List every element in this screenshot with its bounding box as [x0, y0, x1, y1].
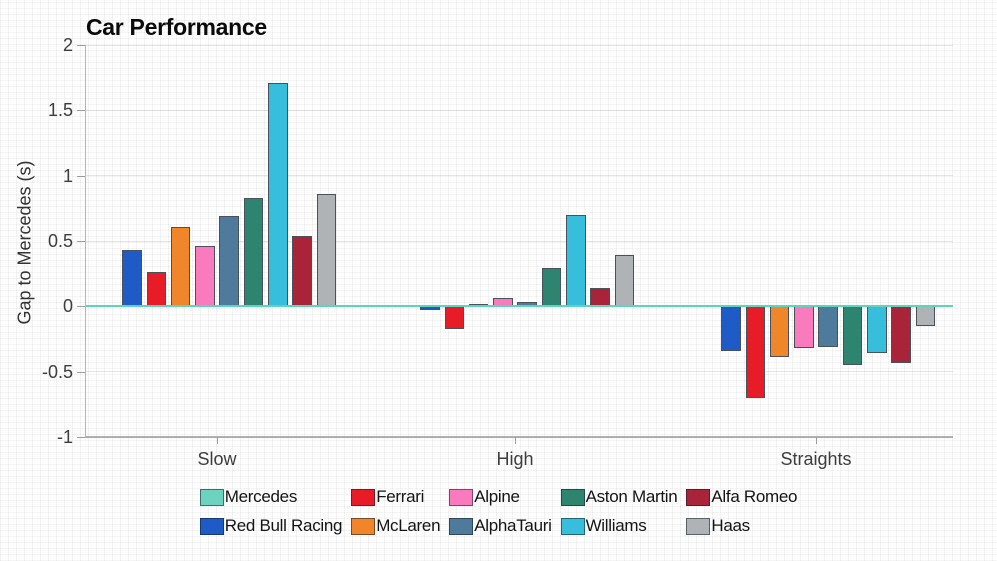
- legend-item-alpine[interactable]: Alpine: [449, 487, 551, 507]
- bar-alphatauri-slow[interactable]: [219, 216, 239, 307]
- bar-mclaren-slow[interactable]: [170, 226, 191, 307]
- bar-haas-slow[interactable]: [316, 193, 337, 307]
- bar-haas-high[interactable]: [614, 255, 635, 307]
- x-tick-mark-slow: [217, 437, 218, 444]
- gridline-y--1: [86, 436, 953, 438]
- y-tick-label-1.5: 1.5: [47, 100, 73, 121]
- legend-item-williams[interactable]: Williams: [560, 516, 678, 536]
- bar-williams-slow[interactable]: [268, 82, 288, 307]
- legend-item-alfa-romeo[interactable]: Alfa Romeo: [686, 487, 798, 507]
- y-tick-label-0: 0: [62, 296, 73, 317]
- bar-alpine-slow[interactable]: [195, 246, 215, 307]
- y-tick-mark-1: [77, 175, 85, 177]
- bar-aston-martin-high[interactable]: [541, 268, 562, 307]
- bar-ferrari-straights[interactable]: [745, 306, 765, 398]
- zero-baseline-mercedes: [86, 305, 953, 308]
- gridline-y-2: [86, 44, 953, 46]
- legend-label-williams: Williams: [585, 516, 647, 535]
- y-tick-mark-0: [77, 306, 85, 308]
- legend-label-mercedes: Mercedes: [224, 487, 298, 506]
- x-tick-label-high: High: [496, 449, 534, 469]
- legend-item-haas[interactable]: Haas: [686, 516, 797, 536]
- y-tick-label--0.5: -0.5: [41, 361, 73, 382]
- legend-swatch-mercedes: [199, 488, 224, 506]
- gridline-y-0.5: [86, 240, 953, 242]
- legend-label-alfa-romeo: Alfa Romeo: [711, 487, 798, 506]
- legend-swatch-alfa-romeo: [686, 488, 711, 506]
- legend-label-haas: Haas: [711, 516, 750, 535]
- legend-swatch-williams: [560, 517, 585, 535]
- bar-aston-martin-straights[interactable]: [842, 306, 863, 366]
- legend-swatch-haas: [686, 517, 711, 535]
- bar-red-bull-racing-straights[interactable]: [721, 306, 741, 351]
- y-tick-mark-0.5: [77, 241, 85, 242]
- x-tick-label-slow: Slow: [197, 449, 237, 469]
- y-tick-mark-2: [77, 45, 85, 46]
- plot-area: [85, 44, 953, 438]
- bar-ferrari-high[interactable]: [444, 306, 464, 329]
- gridline-y-1: [86, 175, 953, 177]
- bar-williams-straights[interactable]: [867, 306, 887, 354]
- x-axis-line: [85, 436, 953, 438]
- legend-grid: Mercedes Red Bull Racing Ferrari McLaren Alp…: [199, 487, 798, 536]
- y-tick-label-0.5: 0.5: [47, 231, 73, 251]
- x-tick-mark-straights: [816, 437, 817, 444]
- legend-swatch-mclaren: [351, 517, 376, 535]
- x-tick-label-straights: Straights: [780, 449, 852, 469]
- legend-label-red-bull-racing: Red Bull Racing: [224, 516, 343, 535]
- chart-title: Car Performance: [86, 14, 267, 40]
- legend-swatch-aston-martin: [560, 488, 585, 506]
- bar-aston-martin-slow[interactable]: [243, 197, 264, 307]
- legend-swatch-ferrari: [351, 488, 376, 506]
- y-tick-mark--1: [77, 437, 85, 438]
- legend: Mercedes Red Bull Racing Ferrari McLaren Alp…: [0, 487, 997, 536]
- y-tick-label-2: 2: [62, 35, 73, 55]
- legend-swatch-alphatauri: [449, 517, 474, 535]
- bar-red-bull-racing-slow[interactable]: [122, 250, 142, 307]
- legend-item-mclaren[interactable]: McLaren: [351, 516, 441, 536]
- y-tick-label--1: -1: [56, 427, 73, 447]
- y-tick-mark--0.5: [77, 371, 85, 373]
- legend-item-mercedes[interactable]: Mercedes: [199, 487, 342, 507]
- bar-alpine-straights[interactable]: [794, 306, 814, 349]
- y-tick-label-1: 1: [62, 165, 73, 186]
- legend-item-alphatauri[interactable]: AlphaTauri: [449, 516, 552, 536]
- x-tick-mark-high: [515, 437, 516, 444]
- legend-label-alphatauri: AlphaTauri: [474, 516, 552, 535]
- legend-label-mclaren: McLaren: [376, 516, 441, 535]
- gridline-y--0.5: [86, 371, 953, 373]
- bar-haas-straights[interactable]: [915, 306, 936, 326]
- legend-item-ferrari[interactable]: Ferrari: [351, 487, 440, 507]
- legend-label-aston-martin: Aston Martin: [585, 487, 678, 506]
- legend-label-alpine: Alpine: [474, 487, 520, 506]
- bar-alfa-romeo-high[interactable]: [590, 288, 610, 307]
- bar-alfa-romeo-straights[interactable]: [891, 306, 911, 363]
- legend-item-aston-martin[interactable]: Aston Martin: [560, 487, 678, 507]
- legend-label-ferrari: Ferrari: [376, 487, 425, 506]
- bar-alphatauri-straights[interactable]: [818, 306, 838, 347]
- y-tick-mark-1.5: [77, 110, 85, 112]
- bar-ferrari-slow[interactable]: [146, 272, 166, 307]
- bar-williams-high[interactable]: [566, 214, 586, 307]
- legend-swatch-red-bull-racing: [199, 517, 224, 535]
- bar-alfa-romeo-slow[interactable]: [292, 235, 312, 307]
- y-axis-line: [85, 45, 86, 437]
- legend-swatch-alpine: [449, 488, 474, 506]
- legend-item-red-bull-racing[interactable]: Red Bull Racing: [199, 516, 343, 536]
- gridline-y-1.5: [86, 109, 953, 111]
- bar-mclaren-straights[interactable]: [769, 306, 790, 358]
